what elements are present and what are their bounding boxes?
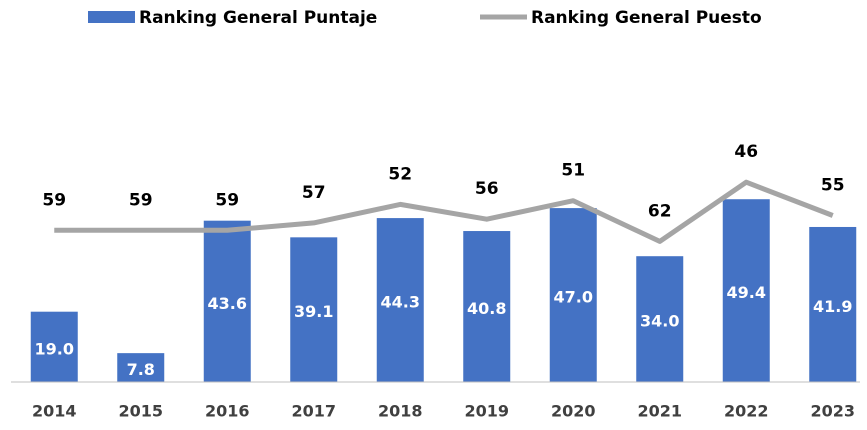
bar (290, 237, 338, 382)
legend-swatch (88, 11, 135, 23)
x-tick-label: 2023 (810, 402, 855, 421)
x-tick-label: 2022 (724, 402, 769, 421)
x-tick-label: 2014 (32, 402, 77, 421)
x-tick-label: 2020 (551, 402, 596, 421)
bar-value-label: 7.8 (127, 360, 155, 379)
x-tick-label: 2015 (118, 402, 163, 421)
bar-value-label: 40.8 (467, 299, 506, 318)
line-value-label: 62 (648, 201, 672, 221)
bar-value-label: 34.0 (640, 312, 679, 331)
line-value-label: 57 (302, 183, 326, 203)
legend-label: Ranking General Puesto (531, 8, 762, 28)
bar (203, 220, 251, 382)
line-value-label: 52 (388, 164, 412, 184)
bar (463, 231, 511, 382)
legend-label: Ranking General Puntaje (139, 8, 377, 28)
line-value-label: 56 (475, 179, 499, 199)
bar-value-label: 39.1 (294, 302, 333, 321)
line-value-label: 59 (129, 190, 153, 210)
line-value-label: 46 (734, 142, 758, 162)
bar-value-label: 43.6 (208, 294, 247, 313)
line-value-label: 59 (42, 190, 66, 210)
bar (376, 218, 424, 382)
bar-value-label: 49.4 (727, 283, 766, 302)
x-tick-label: 2016 (205, 402, 250, 421)
bar-value-label: 47.0 (554, 288, 593, 307)
bar-value-label: 44.3 (381, 293, 420, 312)
bar-value-label: 41.9 (813, 297, 852, 316)
bar (549, 208, 597, 382)
x-tick-label: 2021 (637, 402, 682, 421)
line-value-label: 55 (821, 176, 845, 196)
line-value-label: 51 (561, 161, 585, 181)
bar (117, 353, 165, 382)
x-tick-label: 2017 (291, 402, 336, 421)
line-value-label: 59 (215, 190, 239, 210)
bar (809, 226, 857, 382)
bar-value-label: 19.0 (35, 339, 74, 358)
bar (722, 199, 770, 382)
line (54, 179, 834, 244)
bar (30, 311, 78, 382)
x-tick-label: 2018 (378, 402, 423, 421)
x-tick-label: 2019 (464, 402, 509, 421)
bar (636, 256, 684, 382)
